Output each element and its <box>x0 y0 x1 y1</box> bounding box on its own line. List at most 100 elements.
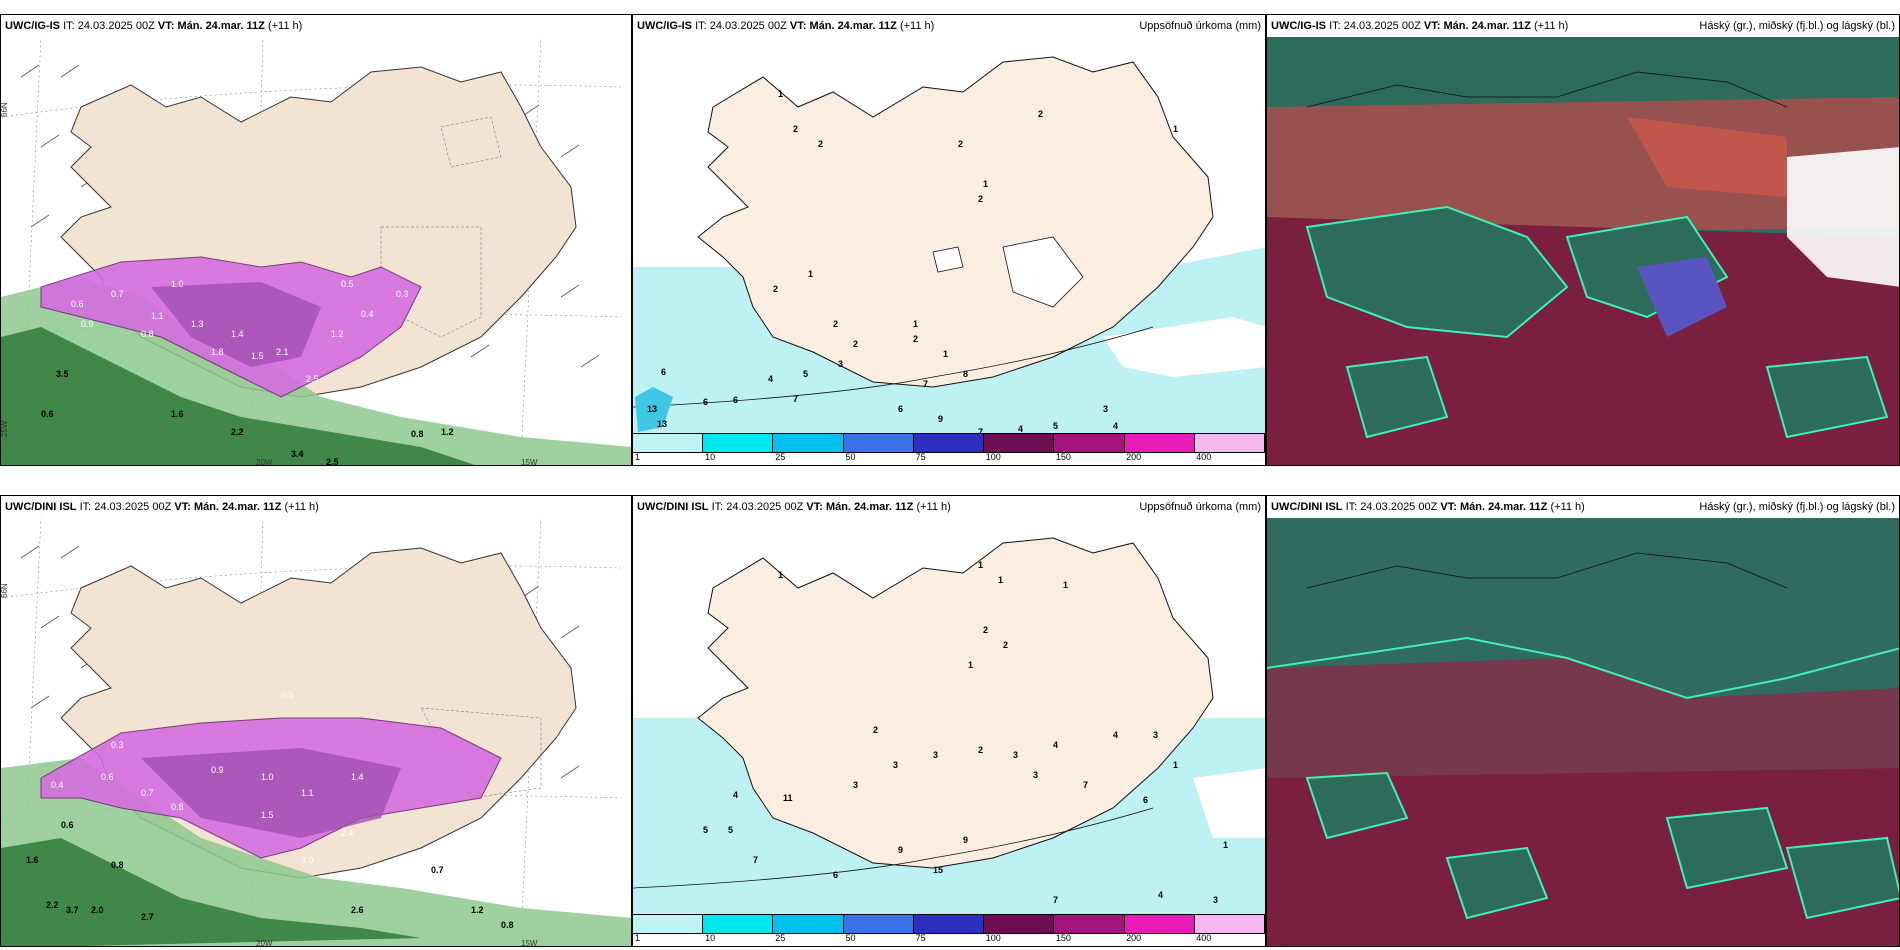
legend-swatch <box>984 434 1055 452</box>
svg-text:2.5: 2.5 <box>306 374 319 384</box>
legend-tick: 25 <box>775 933 786 943</box>
svg-text:0.8: 0.8 <box>411 429 424 439</box>
panel-title: Háský (gr.), miðský (fj.bl.) og lágský (… <box>1699 501 1895 513</box>
legend-swatch <box>1124 434 1195 452</box>
svg-text:2: 2 <box>958 139 963 149</box>
panel-title: Uppsöfnuð úrkoma (mm) <box>1139 501 1261 513</box>
legend-swatch <box>1054 434 1125 452</box>
svg-text:2.2: 2.2 <box>46 900 59 910</box>
legend-swatch <box>633 915 704 933</box>
svg-text:0.6: 0.6 <box>61 820 74 830</box>
iceland-land <box>697 56 1214 388</box>
legend-swatch <box>773 434 844 452</box>
legend-swatch <box>1194 434 1265 452</box>
legend-tick: 100 <box>985 452 1001 462</box>
svg-text:3: 3 <box>838 359 843 369</box>
legend-tick: 50 <box>845 452 856 462</box>
panel-top-right: UWC/IG-IS IT: 24.03.2025 00Z VT: Mán. 24… <box>1266 14 1900 466</box>
precip-legend: 1 10 25 50 75 100 150 200 400 <box>633 914 1265 946</box>
svg-text:11: 11 <box>783 793 793 803</box>
legend-tick: 10 <box>705 933 716 943</box>
legend-tick: 200 <box>1126 452 1142 462</box>
svg-text:13: 13 <box>647 404 657 414</box>
svg-text:2: 2 <box>978 194 983 204</box>
svg-text:9: 9 <box>938 414 943 424</box>
svg-text:1: 1 <box>978 560 983 570</box>
svg-text:3: 3 <box>1013 750 1018 760</box>
legend-tick: 400 <box>1196 933 1212 943</box>
legend-tick: 200 <box>1126 933 1142 943</box>
svg-text:2: 2 <box>853 339 858 349</box>
svg-text:2: 2 <box>978 745 983 755</box>
panel-header: UWC/IG-IS IT: 24.03.2025 00Z VT: Mán. 24… <box>1267 15 1899 37</box>
legend-tick: 75 <box>915 452 926 462</box>
svg-text:1.4: 1.4 <box>351 772 364 782</box>
legend-swatch <box>703 915 774 933</box>
svg-text:2.2: 2.2 <box>231 427 244 437</box>
svg-text:15W: 15W <box>521 939 538 947</box>
svg-text:5: 5 <box>703 825 708 835</box>
svg-text:13: 13 <box>657 419 667 429</box>
panel-bottom-middle: UWC/DINI ISL IT: 24.03.2025 00Z VT: Mán.… <box>632 495 1266 947</box>
svg-text:3.4: 3.4 <box>291 449 304 459</box>
svg-text:0.6: 0.6 <box>71 299 84 309</box>
svg-text:0.7: 0.7 <box>111 289 124 299</box>
panel-top-middle: UWC/IG-IS IT: 24.03.2025 00Z VT: Mán. 24… <box>632 14 1266 466</box>
model-name: UWC/IG-IS <box>5 20 60 32</box>
svg-text:2.4: 2.4 <box>341 828 354 838</box>
svg-text:2.0: 2.0 <box>91 905 104 915</box>
accum-precip-map: 1 1 1 2 2 1 1 4 5 5 11 7 6 9 3 3 3 2 3 4… <box>633 537 1265 918</box>
svg-text:3.7: 3.7 <box>66 905 79 915</box>
svg-text:5: 5 <box>728 825 733 835</box>
svg-text:7: 7 <box>1083 780 1088 790</box>
svg-text:7: 7 <box>753 855 758 865</box>
svg-text:3.0: 3.0 <box>301 855 314 865</box>
legend-swatch <box>703 434 774 452</box>
svg-text:20W: 20W <box>256 458 273 466</box>
svg-text:3: 3 <box>1213 895 1218 905</box>
svg-text:2: 2 <box>818 139 823 149</box>
svg-text:3: 3 <box>1103 404 1108 414</box>
svg-text:0.6: 0.6 <box>41 409 54 419</box>
svg-text:2.6: 2.6 <box>351 905 364 915</box>
svg-text:2.7: 2.7 <box>141 912 154 922</box>
svg-text:1.8: 1.8 <box>211 347 224 357</box>
svg-text:1: 1 <box>778 570 783 580</box>
precip-legend: 1 10 25 50 75 100 150 200 400 <box>633 433 1265 465</box>
legend-tick: 50 <box>845 933 856 943</box>
svg-text:0.7: 0.7 <box>431 865 444 875</box>
svg-text:1: 1 <box>1223 840 1228 850</box>
svg-text:3: 3 <box>1153 730 1158 740</box>
svg-text:1.6: 1.6 <box>26 855 39 865</box>
panel-bottom-left: UWC/DINI ISL IT: 24.03.2025 00Z VT: Mán.… <box>0 495 632 947</box>
svg-text:1.0: 1.0 <box>261 772 274 782</box>
svg-text:2: 2 <box>913 334 918 344</box>
svg-text:2: 2 <box>773 284 778 294</box>
svg-text:9: 9 <box>963 835 968 845</box>
svg-text:1: 1 <box>1173 124 1178 134</box>
svg-text:1.4: 1.4 <box>231 329 244 339</box>
svg-text:1: 1 <box>968 660 973 670</box>
svg-text:7: 7 <box>923 379 928 389</box>
svg-text:9: 9 <box>898 845 903 855</box>
svg-text:0.7: 0.7 <box>141 788 154 798</box>
svg-text:0.5: 0.5 <box>281 690 294 700</box>
cloud-map <box>1267 518 1899 946</box>
panel-title: Háský (gr.), miðský (fj.bl.) og lágský (… <box>1699 20 1895 32</box>
svg-text:2: 2 <box>873 725 878 735</box>
svg-text:2: 2 <box>1003 640 1008 650</box>
svg-text:1: 1 <box>1063 580 1068 590</box>
panel-top-left: UWC/IG-IS IT: 24.03.2025 00Z VT: Mán. 24… <box>0 14 632 466</box>
svg-text:0.3: 0.3 <box>111 740 124 750</box>
svg-text:0.8: 0.8 <box>171 802 184 812</box>
iceland-land <box>697 537 1214 869</box>
legend-swatch <box>913 434 985 452</box>
svg-text:4: 4 <box>1113 730 1118 740</box>
svg-text:6: 6 <box>703 397 708 407</box>
svg-text:15: 15 <box>933 865 943 875</box>
svg-text:4: 4 <box>1113 421 1118 431</box>
svg-text:4: 4 <box>1053 740 1058 750</box>
svg-text:1: 1 <box>943 349 948 359</box>
precip-wind-map: 0.4 0.5 0.6 0.7 0.8 0.9 1.0 1.1 1.4 0.3 … <box>1 518 631 947</box>
svg-text:1: 1 <box>913 319 918 329</box>
